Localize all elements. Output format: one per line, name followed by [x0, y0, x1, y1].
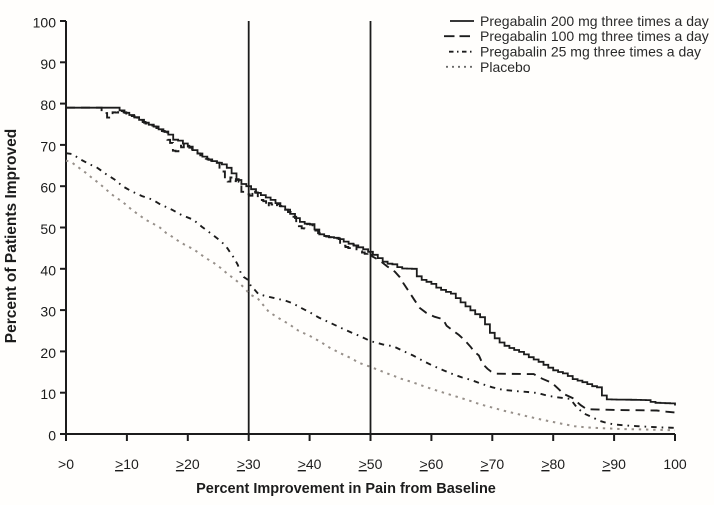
svg-text:>0: >0: [58, 456, 74, 472]
svg-text:100: 100: [33, 15, 57, 31]
svg-text:50: 50: [40, 221, 56, 237]
svg-text:80: 80: [40, 97, 56, 113]
svg-text:0: 0: [48, 428, 56, 444]
svg-text:>20: >20: [176, 456, 200, 472]
svg-text:40: 40: [40, 262, 56, 278]
svg-text:Percent Improvement in Pain fr: Percent Improvement in Pain from Baselin…: [196, 481, 496, 497]
svg-text:60: 60: [40, 180, 56, 196]
svg-text:30: 30: [40, 304, 56, 320]
svg-text:>80: >80: [541, 456, 565, 472]
svg-text:20: 20: [40, 345, 56, 361]
svg-text:Pregabalin 25 mg three times a: Pregabalin 25 mg three times a day: [480, 44, 701, 60]
svg-text:>10: >10: [115, 456, 139, 472]
svg-text:>30: >30: [237, 456, 261, 472]
svg-text:10: 10: [40, 386, 56, 402]
svg-text:>40: >40: [298, 456, 322, 472]
svg-text:>90: >90: [602, 456, 626, 472]
svg-text:Pregabalin 100 mg three times: Pregabalin 100 mg three times a day: [480, 28, 709, 44]
svg-text:90: 90: [40, 56, 56, 72]
svg-text:Percent of Patients Improved: Percent of Patients Improved: [3, 129, 20, 343]
svg-text:>70: >70: [480, 456, 504, 472]
svg-text:Pregabalin 200 mg three times: Pregabalin 200 mg three times a day: [480, 13, 709, 29]
svg-text:Placebo: Placebo: [480, 59, 531, 75]
svg-text:100: 100: [663, 456, 687, 472]
svg-text:>60: >60: [420, 456, 444, 472]
svg-text:>50: >50: [359, 456, 383, 472]
svg-text:70: 70: [40, 138, 56, 154]
